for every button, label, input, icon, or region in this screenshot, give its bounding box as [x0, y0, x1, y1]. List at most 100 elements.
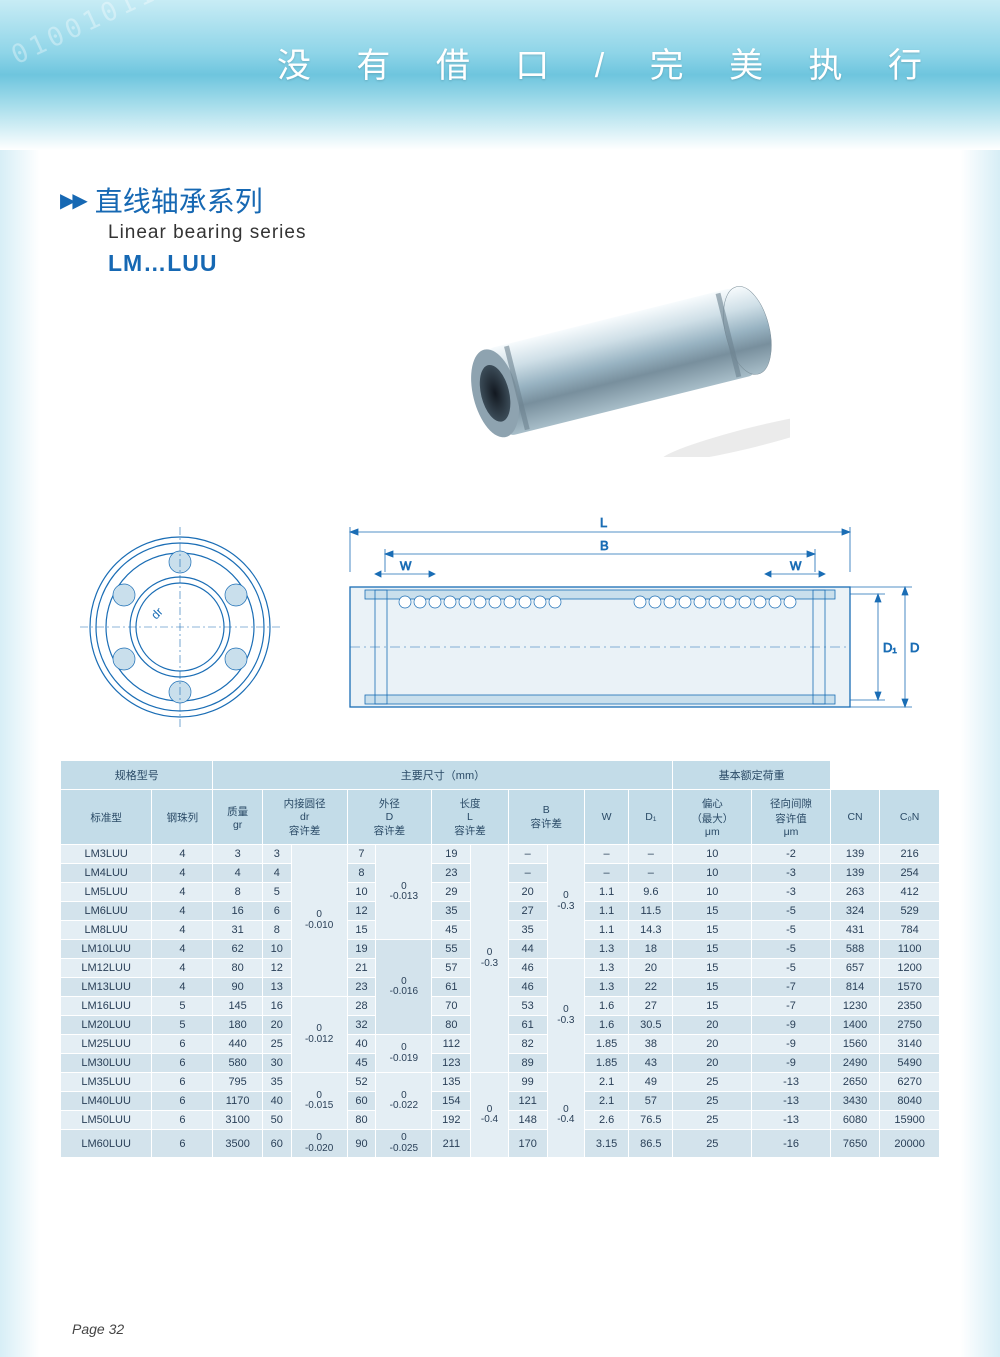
table-cell: -3: [752, 883, 831, 902]
table-cell: 11.5: [629, 902, 673, 921]
table-cell: 8040: [880, 1092, 940, 1111]
table-cell: 76.5: [629, 1111, 673, 1130]
table-cell: 25: [673, 1092, 752, 1111]
table-cell: 46: [508, 978, 547, 997]
table-cell: 784: [880, 921, 940, 940]
table-cell: 80: [432, 1016, 471, 1035]
table-cell: LM40LUU: [61, 1092, 152, 1111]
table-cell: 8: [262, 921, 291, 940]
catalog-page: 010010110 没 有 借 口 / 完 美 执 行 ▶▶ 直线轴承系列 Li…: [0, 0, 1000, 1357]
table-cell: 86.5: [629, 1130, 673, 1158]
table-cell: 1.6: [584, 997, 628, 1016]
table-cell: LM3LUU: [61, 845, 152, 864]
table-cell: 263: [830, 883, 879, 902]
series-title-cn: 直线轴承系列: [95, 180, 263, 220]
table-cell: 3500: [213, 1130, 262, 1158]
table-cell: 4: [152, 845, 213, 864]
table-cell: 6: [152, 1073, 213, 1092]
table-cell: -13: [752, 1073, 831, 1092]
table-cell: 1200: [880, 959, 940, 978]
th-rad: 径向间隙容许值μm: [752, 790, 831, 845]
table-cell: 139: [830, 845, 879, 864]
table-cell: 254: [880, 864, 940, 883]
table-cell: 16: [213, 902, 262, 921]
table-cell: 580: [213, 1054, 262, 1073]
table-cell: 431: [830, 921, 879, 940]
table-cell: 0-0.4: [471, 1073, 508, 1158]
table-cell: 6: [152, 1054, 213, 1073]
table-cell: -5: [752, 959, 831, 978]
table-cell: 60: [262, 1130, 291, 1158]
table-cell: 1.85: [584, 1054, 628, 1073]
table-cell: 814: [830, 978, 879, 997]
table-cell: -7: [752, 997, 831, 1016]
table-cell: -7: [752, 978, 831, 997]
table-cell: 170: [508, 1130, 547, 1158]
table-cell: 46: [508, 959, 547, 978]
table-cell: 25: [673, 1130, 752, 1158]
th-dr: 内接圆径dr容许差: [262, 790, 347, 845]
svg-text:D: D: [910, 640, 919, 655]
th-main: 主要尺寸（mm）: [213, 761, 673, 790]
table-cell: 0-0.3: [471, 845, 508, 1073]
table-cell: 20: [673, 1016, 752, 1035]
technical-diagrams: dr L B W W: [60, 512, 940, 742]
table-cell: 18: [629, 940, 673, 959]
table-cell: 1170: [213, 1092, 262, 1111]
series-title-en: Linear bearing series: [108, 222, 940, 244]
table-cell: 139: [830, 864, 879, 883]
table-cell: 25: [673, 1073, 752, 1092]
table-cell: -13: [752, 1111, 831, 1130]
table-cell: 0-0.015: [291, 1073, 347, 1130]
table-cell: 45: [347, 1054, 376, 1073]
table-cell: 20: [262, 1016, 291, 1035]
table-cell: 89: [508, 1054, 547, 1073]
table-cell: 10: [673, 883, 752, 902]
table-cell: LM13LUU: [61, 978, 152, 997]
table-cell: LM8LUU: [61, 921, 152, 940]
banner: 010010110 没 有 借 口 / 完 美 执 行: [0, 0, 1000, 150]
table-cell: 5490: [880, 1054, 940, 1073]
table-cell: 61: [508, 1016, 547, 1035]
th-D: 外径D容许差: [347, 790, 432, 845]
table-cell: 4: [152, 864, 213, 883]
table-cell: 1.1: [584, 883, 628, 902]
table-cell: 15: [673, 978, 752, 997]
table-cell: 1230: [830, 997, 879, 1016]
table-cell: –: [629, 864, 673, 883]
table-cell: LM60LUU: [61, 1130, 152, 1158]
table-cell: 29: [432, 883, 471, 902]
table-cell: 6: [262, 902, 291, 921]
table-cell: 20: [508, 883, 547, 902]
table-cell: 7: [347, 845, 376, 864]
table-cell: 529: [880, 902, 940, 921]
arrow-icon: ▶▶: [60, 188, 85, 213]
th-mass: 质量gr: [213, 790, 262, 845]
table-cell: –: [508, 845, 547, 864]
table-cell: 45: [432, 921, 471, 940]
table-cell: -5: [752, 940, 831, 959]
table-cell: 4: [152, 883, 213, 902]
table-cell: 4: [152, 940, 213, 959]
table-cell: 795: [213, 1073, 262, 1092]
svg-text:B: B: [600, 538, 609, 553]
table-cell: 90: [213, 978, 262, 997]
table-cell: 3.15: [584, 1130, 628, 1158]
table-cell: 148: [508, 1111, 547, 1130]
page-number: Page 32: [72, 1321, 124, 1337]
table-cell: 588: [830, 940, 879, 959]
table-cell: LM12LUU: [61, 959, 152, 978]
table-cell: 0-0.025: [376, 1130, 432, 1158]
table-cell: 0-0.3: [547, 845, 584, 959]
table-cell: 10: [673, 864, 752, 883]
table-cell: -13: [752, 1092, 831, 1111]
table-cell: 57: [432, 959, 471, 978]
table-cell: 440: [213, 1035, 262, 1054]
table-cell: 6270: [880, 1073, 940, 1092]
table-cell: 324: [830, 902, 879, 921]
table-cell: 16: [262, 997, 291, 1016]
th-ecc: 偏心（最大）μm: [673, 790, 752, 845]
table-cell: 1.3: [584, 959, 628, 978]
table-cell: 2.6: [584, 1111, 628, 1130]
table-row: LM3LUU4330-0.01070-0.013190-0.3–0-0.3––1…: [61, 845, 940, 864]
